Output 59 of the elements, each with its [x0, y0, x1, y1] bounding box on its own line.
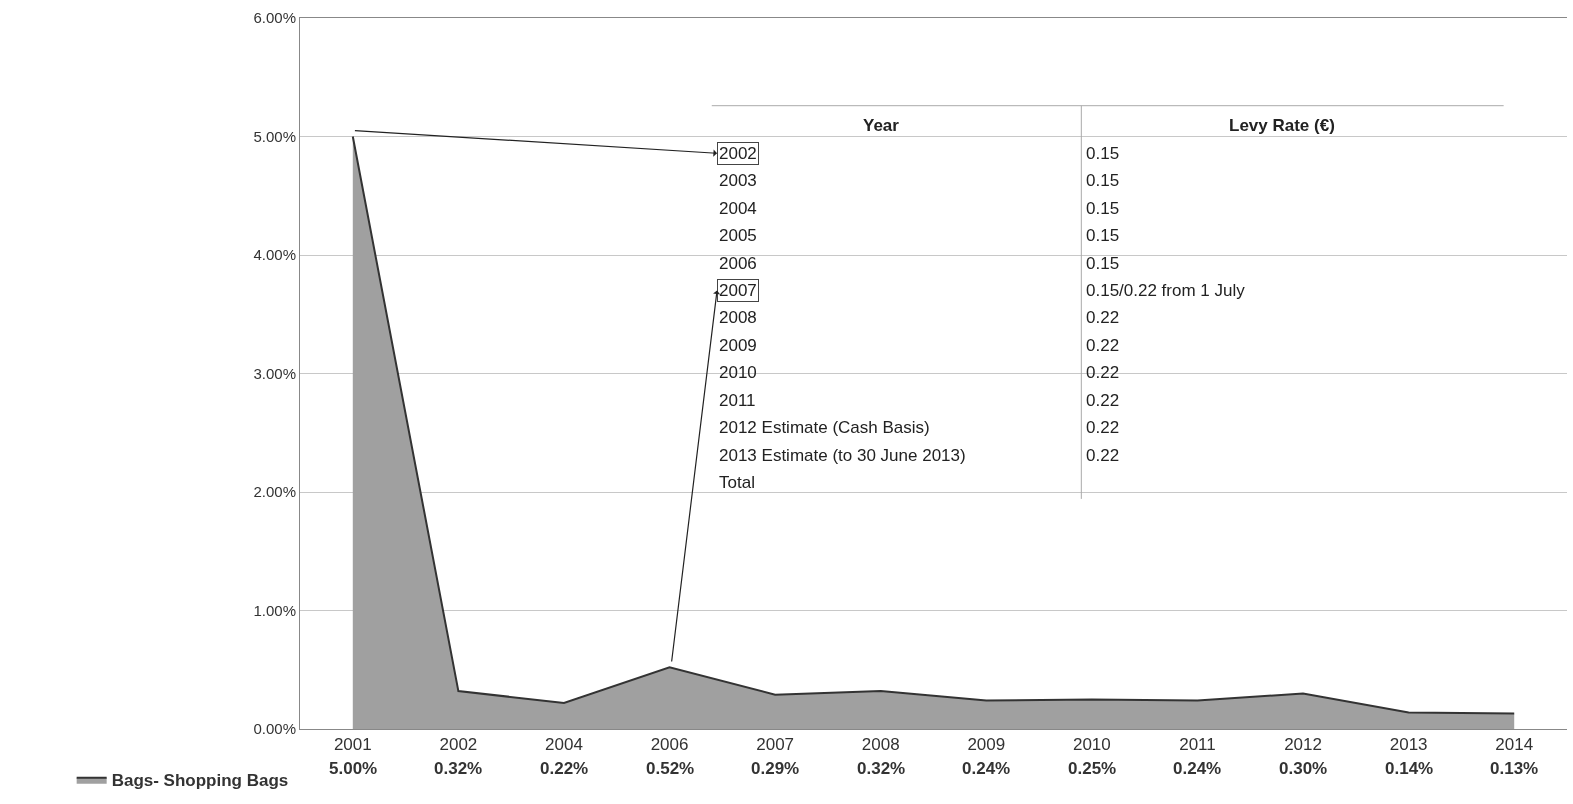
annotation: 0.22	[1086, 446, 1120, 465]
y-tick-label: 6.00%	[253, 9, 296, 27]
data-label: 0.29%	[751, 759, 800, 778]
data-label: 0.14%	[1385, 759, 1434, 778]
x-tick-label: 2013	[1389, 735, 1428, 755]
data-label: 5.00%	[329, 759, 378, 778]
y-tick-label: 0.00%	[253, 720, 296, 738]
annotation: 2007	[719, 281, 757, 300]
x-tick-label: 2010	[1072, 735, 1111, 755]
data-label: 0.22%	[540, 759, 589, 778]
data-label: 0.32%	[857, 759, 906, 778]
annotation: 2004	[719, 199, 757, 218]
annotation: Total	[719, 473, 755, 492]
annotation: 0.22	[1086, 391, 1120, 410]
x-tick-label: 2014	[1495, 735, 1534, 755]
x-tick-label: 2004	[545, 735, 583, 755]
annotation: 0.15	[1086, 144, 1120, 163]
legend-label: Bags- Shopping Bags	[111, 771, 289, 791]
annotation: 2006	[719, 254, 757, 273]
annotation: 2011	[719, 391, 756, 410]
annotation: 2013 Estimate (to 30 June 2013)	[719, 446, 966, 465]
annotation: 0.15/0.22 from 1 July	[1086, 281, 1246, 300]
annotation: 2009	[719, 336, 757, 355]
annotation: Year	[863, 116, 900, 135]
annotation: 0.22	[1086, 308, 1120, 327]
y-tick-label: 4.00%	[253, 246, 296, 264]
data-label: 0.24%	[962, 759, 1011, 778]
x-tick-label: 2008	[861, 735, 900, 755]
data-label: 0.25%	[1068, 759, 1117, 778]
y-tick-label: 1.00%	[253, 601, 296, 619]
annotation: 2010	[719, 363, 757, 382]
annotation: 2002	[719, 144, 757, 163]
data-label: 0.24%	[1173, 759, 1222, 778]
annotation: 2005	[719, 226, 757, 245]
annotation: 0.15	[1086, 226, 1120, 245]
annotation: 0.15	[1086, 171, 1120, 190]
data-label: 0.32%	[434, 759, 483, 778]
x-tick-label: 2007	[756, 735, 795, 755]
annotation: 0.22	[1086, 418, 1120, 437]
annotation: 0.22	[1086, 336, 1120, 355]
x-tick-label: 2009	[967, 735, 1006, 755]
x-tick-label: 2001	[333, 735, 372, 755]
annotation: 0.15	[1086, 199, 1120, 218]
annotation: 2003	[719, 171, 757, 190]
y-tick-label: 3.00%	[253, 364, 296, 382]
x-tick-label: 2006	[650, 735, 689, 755]
x-tick-label: 2002	[439, 735, 478, 755]
data-label: 0.13%	[1490, 759, 1539, 778]
annotation: Levy Rate (€)	[1229, 116, 1335, 135]
y-tick-label: 2.00%	[253, 483, 296, 501]
data-label: 0.30%	[1279, 759, 1328, 778]
x-tick-label: 2012	[1284, 735, 1322, 755]
data-label: 0.52%	[646, 759, 695, 778]
annotation: 0.15	[1086, 254, 1120, 273]
y-tick-label: 5.00%	[253, 127, 296, 145]
annotation: 0.22	[1086, 363, 1120, 382]
annotation: 2012 Estimate (Cash Basis)	[719, 418, 930, 437]
x-tick-label: 2011	[1179, 735, 1216, 755]
annotation: 2008	[719, 308, 757, 327]
